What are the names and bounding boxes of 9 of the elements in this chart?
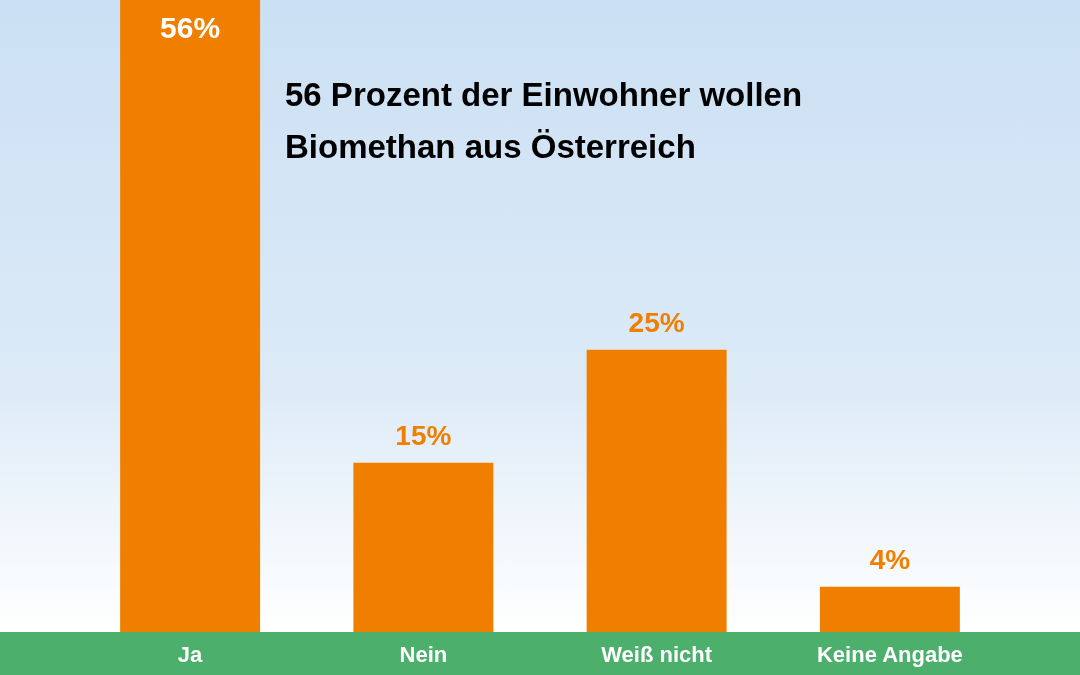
x-tick-label: Weiß nicht — [601, 641, 713, 667]
x-tick-label: Keine Angabe — [816, 641, 963, 667]
data-label: 56% — [160, 11, 221, 44]
data-label: 25% — [628, 306, 685, 338]
data-label: 15% — [395, 419, 452, 451]
x-tick-label: Nein — [399, 641, 448, 667]
x-tick-label: Ja — [177, 641, 204, 667]
data-label: 4% — [869, 543, 911, 575]
text: 56 Prozent der Einwohner wollen Biomethan aus Österreich — [285, 76, 803, 165]
